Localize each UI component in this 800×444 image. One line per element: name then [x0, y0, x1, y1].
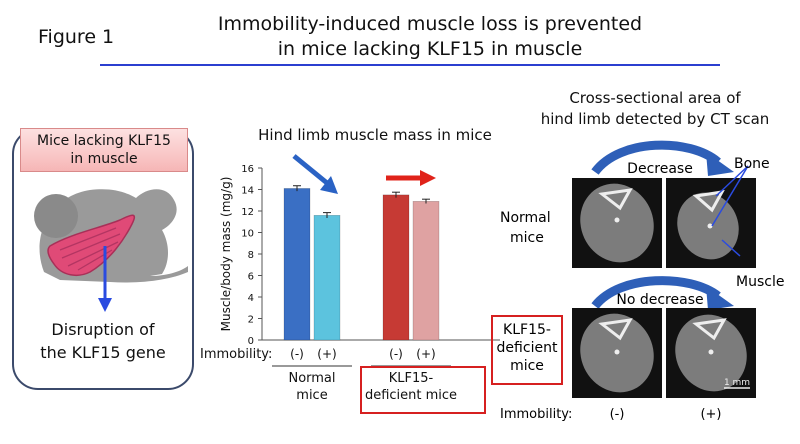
- ct-klf-plus-bone: [692, 318, 727, 341]
- title-line-2: in mice lacking KLF15 in muscle: [277, 38, 583, 60]
- disruption-arrow-head: [98, 298, 112, 312]
- immobility-tick-label: (-): [290, 347, 304, 361]
- y-tick-label: 10: [241, 229, 254, 240]
- ct-normal-minus-bone: [598, 188, 633, 211]
- muscle-striations: [59, 227, 121, 271]
- ct-klf-box: [491, 315, 563, 385]
- chart-title: Hind limb muscle mass in mice: [258, 126, 492, 144]
- decrease-arc-head: [706, 152, 734, 176]
- muscle-mass-chart: 0 2 4 6 8 10 12 14 16 Muscle/body mass (mg/g) (-) (…: [200, 154, 500, 403]
- no-decrease-arc-head: [706, 286, 734, 310]
- normal-decrease-arrowhead: [320, 176, 338, 194]
- klf-arrowhead: [420, 170, 436, 186]
- immobility-tick-label: (+): [317, 347, 336, 361]
- ct-klf-line-2: deficient: [497, 340, 558, 356]
- title-rule: [100, 64, 720, 66]
- ct-title: Cross-sectional area of hind limb detect…: [520, 88, 790, 130]
- scale-label: 1 mm: [724, 378, 750, 388]
- y-tick-label: 0: [248, 336, 254, 347]
- no-decrease-label: No decrease: [616, 292, 703, 308]
- normal-mice-line-1: Normal: [500, 210, 551, 226]
- y-tick-label: 8: [248, 250, 254, 261]
- y-tick-label: 12: [241, 207, 254, 218]
- bar: [412, 201, 440, 341]
- ct-plus-label: (+): [700, 407, 721, 422]
- bar: [313, 215, 341, 341]
- group-label-line-1: Normal: [288, 371, 335, 386]
- y-tick-label: 16: [241, 164, 254, 175]
- group-label-line-1: KLF15-: [389, 371, 434, 386]
- banner-line-1: Mice lacking KLF15: [37, 133, 171, 149]
- normal-mice-line-2: mice: [510, 230, 544, 246]
- normal-decrease-arrow: [292, 154, 329, 185]
- bone-label: Bone: [734, 156, 770, 172]
- y-tick-label: 14: [241, 186, 254, 197]
- ct-klf-line-3: mice: [510, 358, 544, 374]
- bar: [283, 188, 311, 341]
- figure-title: Immobility-induced muscle loss is preven…: [150, 12, 710, 62]
- caption-line-1: Disruption of: [51, 320, 155, 339]
- y-tick-label: 4: [248, 293, 254, 304]
- y-tick-label: 2: [248, 315, 254, 326]
- figure-label: Figure 1: [38, 26, 115, 48]
- ct-normal-minus-muscle: [580, 183, 654, 263]
- mouse-banner: Mice lacking KLF15 in muscle: [20, 128, 188, 172]
- y-tick-label: 6: [248, 272, 254, 283]
- ct-klf-minus-bone2: [614, 349, 620, 355]
- ct-title-line-2: hind limb detected by CT scan: [540, 110, 770, 128]
- bar: [382, 194, 410, 341]
- ct-klf-line-1: KLF15-: [503, 322, 551, 338]
- klf-group-box: [360, 366, 486, 414]
- ct-minus-label: (-): [610, 407, 625, 422]
- ct-normal-minus-bone2: [614, 217, 620, 223]
- ct-klf-minus-bone: [598, 318, 633, 341]
- bone-pointer-2: [711, 165, 749, 227]
- title-line-1: Immobility-induced muscle loss is preven…: [217, 13, 643, 35]
- ct-klf-plus-bone2: [708, 349, 714, 355]
- immobility-tick-label: (-): [389, 347, 403, 361]
- bone-pointer-1: [715, 165, 749, 197]
- mouse-illustration: [34, 189, 189, 312]
- ct-panel: Decrease Bone Muscle Normal mice No decr…: [491, 140, 784, 422]
- mouse-caption: Disruption of the KLF15 gene: [12, 318, 194, 364]
- group-label-line-2: mice: [296, 388, 327, 403]
- caption-line-2: the KLF15 gene: [40, 343, 166, 362]
- ct-immobility-label: Immobility:: [500, 407, 572, 422]
- muscle-label: Muscle: [736, 274, 784, 290]
- muscle-pointer: [721, 239, 741, 257]
- immobility-tick-label: (+): [416, 347, 435, 361]
- banner-line-2: in muscle: [70, 151, 138, 167]
- group-label-line-2: deficient mice: [365, 388, 457, 403]
- y-axis-label: Muscle/body mass (mg/g): [219, 177, 233, 332]
- immobility-label: Immobility:: [200, 347, 272, 362]
- ct-title-line-1: Cross-sectional area of: [569, 89, 741, 107]
- mouse-ear: [34, 194, 78, 238]
- decrease-label: Decrease: [627, 161, 693, 177]
- ct-normal-plus-bone2: [707, 223, 713, 229]
- ct-normal-plus-bone: [692, 190, 725, 213]
